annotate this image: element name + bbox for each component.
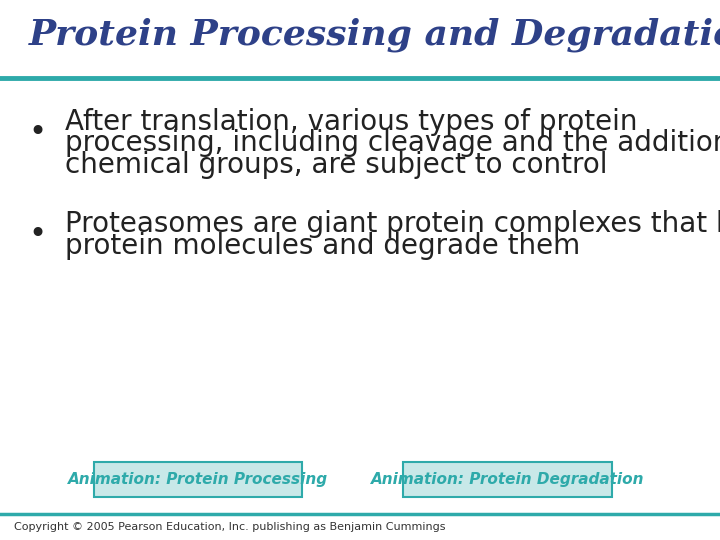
Text: chemical groups, are subject to control: chemical groups, are subject to control [65, 151, 607, 179]
FancyBboxPatch shape [403, 462, 612, 497]
Text: protein molecules and degrade them: protein molecules and degrade them [65, 232, 580, 260]
Text: Animation: Protein Processing: Animation: Protein Processing [68, 472, 328, 487]
Text: processing, including cleavage and the addition of: processing, including cleavage and the a… [65, 129, 720, 157]
Text: After translation, various types of protein: After translation, various types of prot… [65, 107, 637, 136]
Text: •: • [29, 220, 47, 249]
Text: Animation: Protein Degradation: Animation: Protein Degradation [371, 472, 644, 487]
Text: Protein Processing and Degradation: Protein Processing and Degradation [29, 18, 720, 52]
Text: Proteasomes are giant protein complexes that bind: Proteasomes are giant protein complexes … [65, 210, 720, 238]
Text: Copyright © 2005 Pearson Education, Inc. publishing as Benjamin Cummings: Copyright © 2005 Pearson Education, Inc.… [14, 522, 446, 532]
FancyBboxPatch shape [94, 462, 302, 497]
Text: •: • [29, 118, 47, 147]
